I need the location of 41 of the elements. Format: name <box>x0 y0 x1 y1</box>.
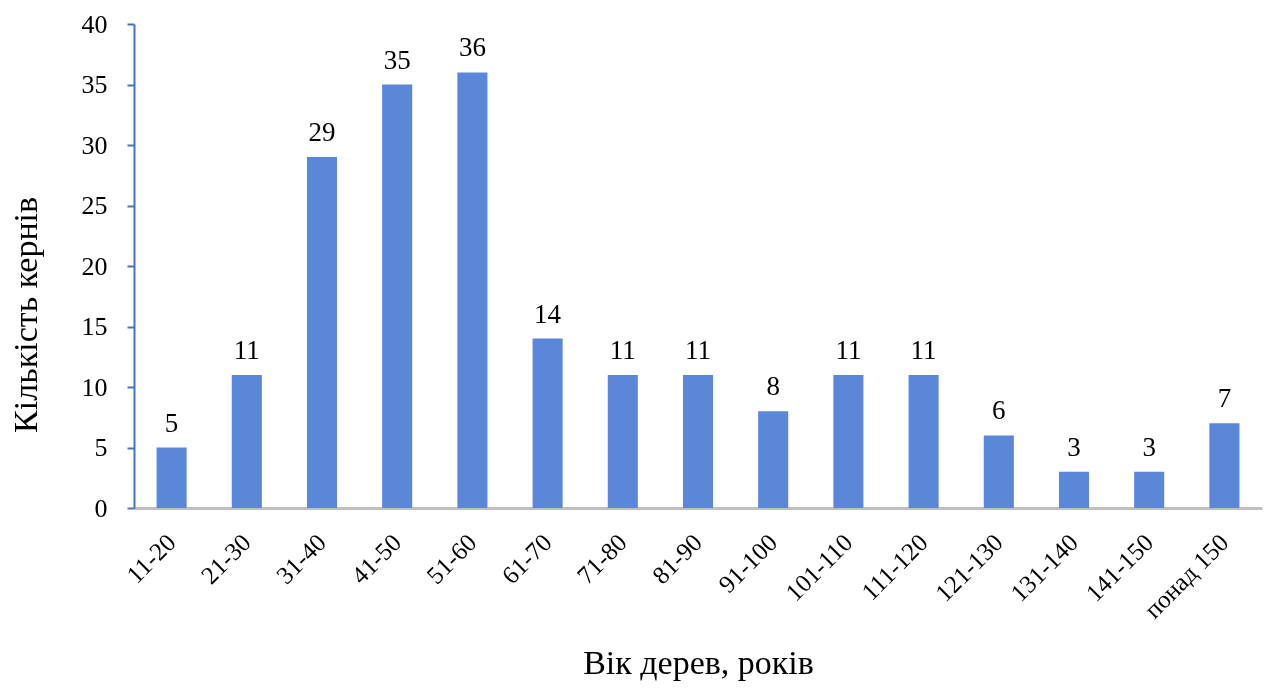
data-label: 11 <box>233 334 260 365</box>
data-label: 11 <box>685 334 711 365</box>
bar <box>758 411 789 508</box>
data-label: 6 <box>992 395 1006 426</box>
data-label: 11 <box>910 334 937 365</box>
data-label: 14 <box>534 298 562 329</box>
data-label: 35 <box>383 44 411 75</box>
y-axis-title: Кількість кернів <box>6 196 44 433</box>
y-tick-label: 35 <box>81 70 108 99</box>
bar <box>457 72 488 508</box>
bar <box>607 374 638 508</box>
y-tick-label: 0 <box>94 493 108 523</box>
y-tick-label: 15 <box>81 312 108 341</box>
y-tick-label: 20 <box>81 251 108 281</box>
bar <box>833 374 864 508</box>
bar <box>532 338 563 508</box>
bar <box>1209 423 1240 508</box>
data-label: 11 <box>835 334 862 365</box>
data-label: 29 <box>308 117 336 148</box>
bar <box>1134 471 1165 508</box>
bar <box>231 374 262 508</box>
y-tick-label: 25 <box>81 191 108 220</box>
y-tick-label: 5 <box>94 433 108 462</box>
bar <box>682 374 714 508</box>
bar <box>156 447 187 508</box>
data-label: 3 <box>1067 431 1081 462</box>
data-label: 11 <box>609 334 636 365</box>
data-label: 7 <box>1217 383 1232 414</box>
bar <box>983 435 1014 508</box>
bar <box>1058 471 1090 508</box>
data-label: 3 <box>1142 431 1156 462</box>
y-tick-label: 10 <box>81 372 108 402</box>
x-axis-title: Вік дерев, років <box>583 644 814 682</box>
data-label: 8 <box>766 371 780 402</box>
bar <box>382 84 413 508</box>
y-tick-label: 30 <box>81 130 108 160</box>
data-label: 36 <box>458 32 486 63</box>
data-label: 5 <box>164 407 179 438</box>
bar <box>908 374 939 508</box>
bar <box>306 157 338 508</box>
y-tick-label: 40 <box>81 9 108 39</box>
